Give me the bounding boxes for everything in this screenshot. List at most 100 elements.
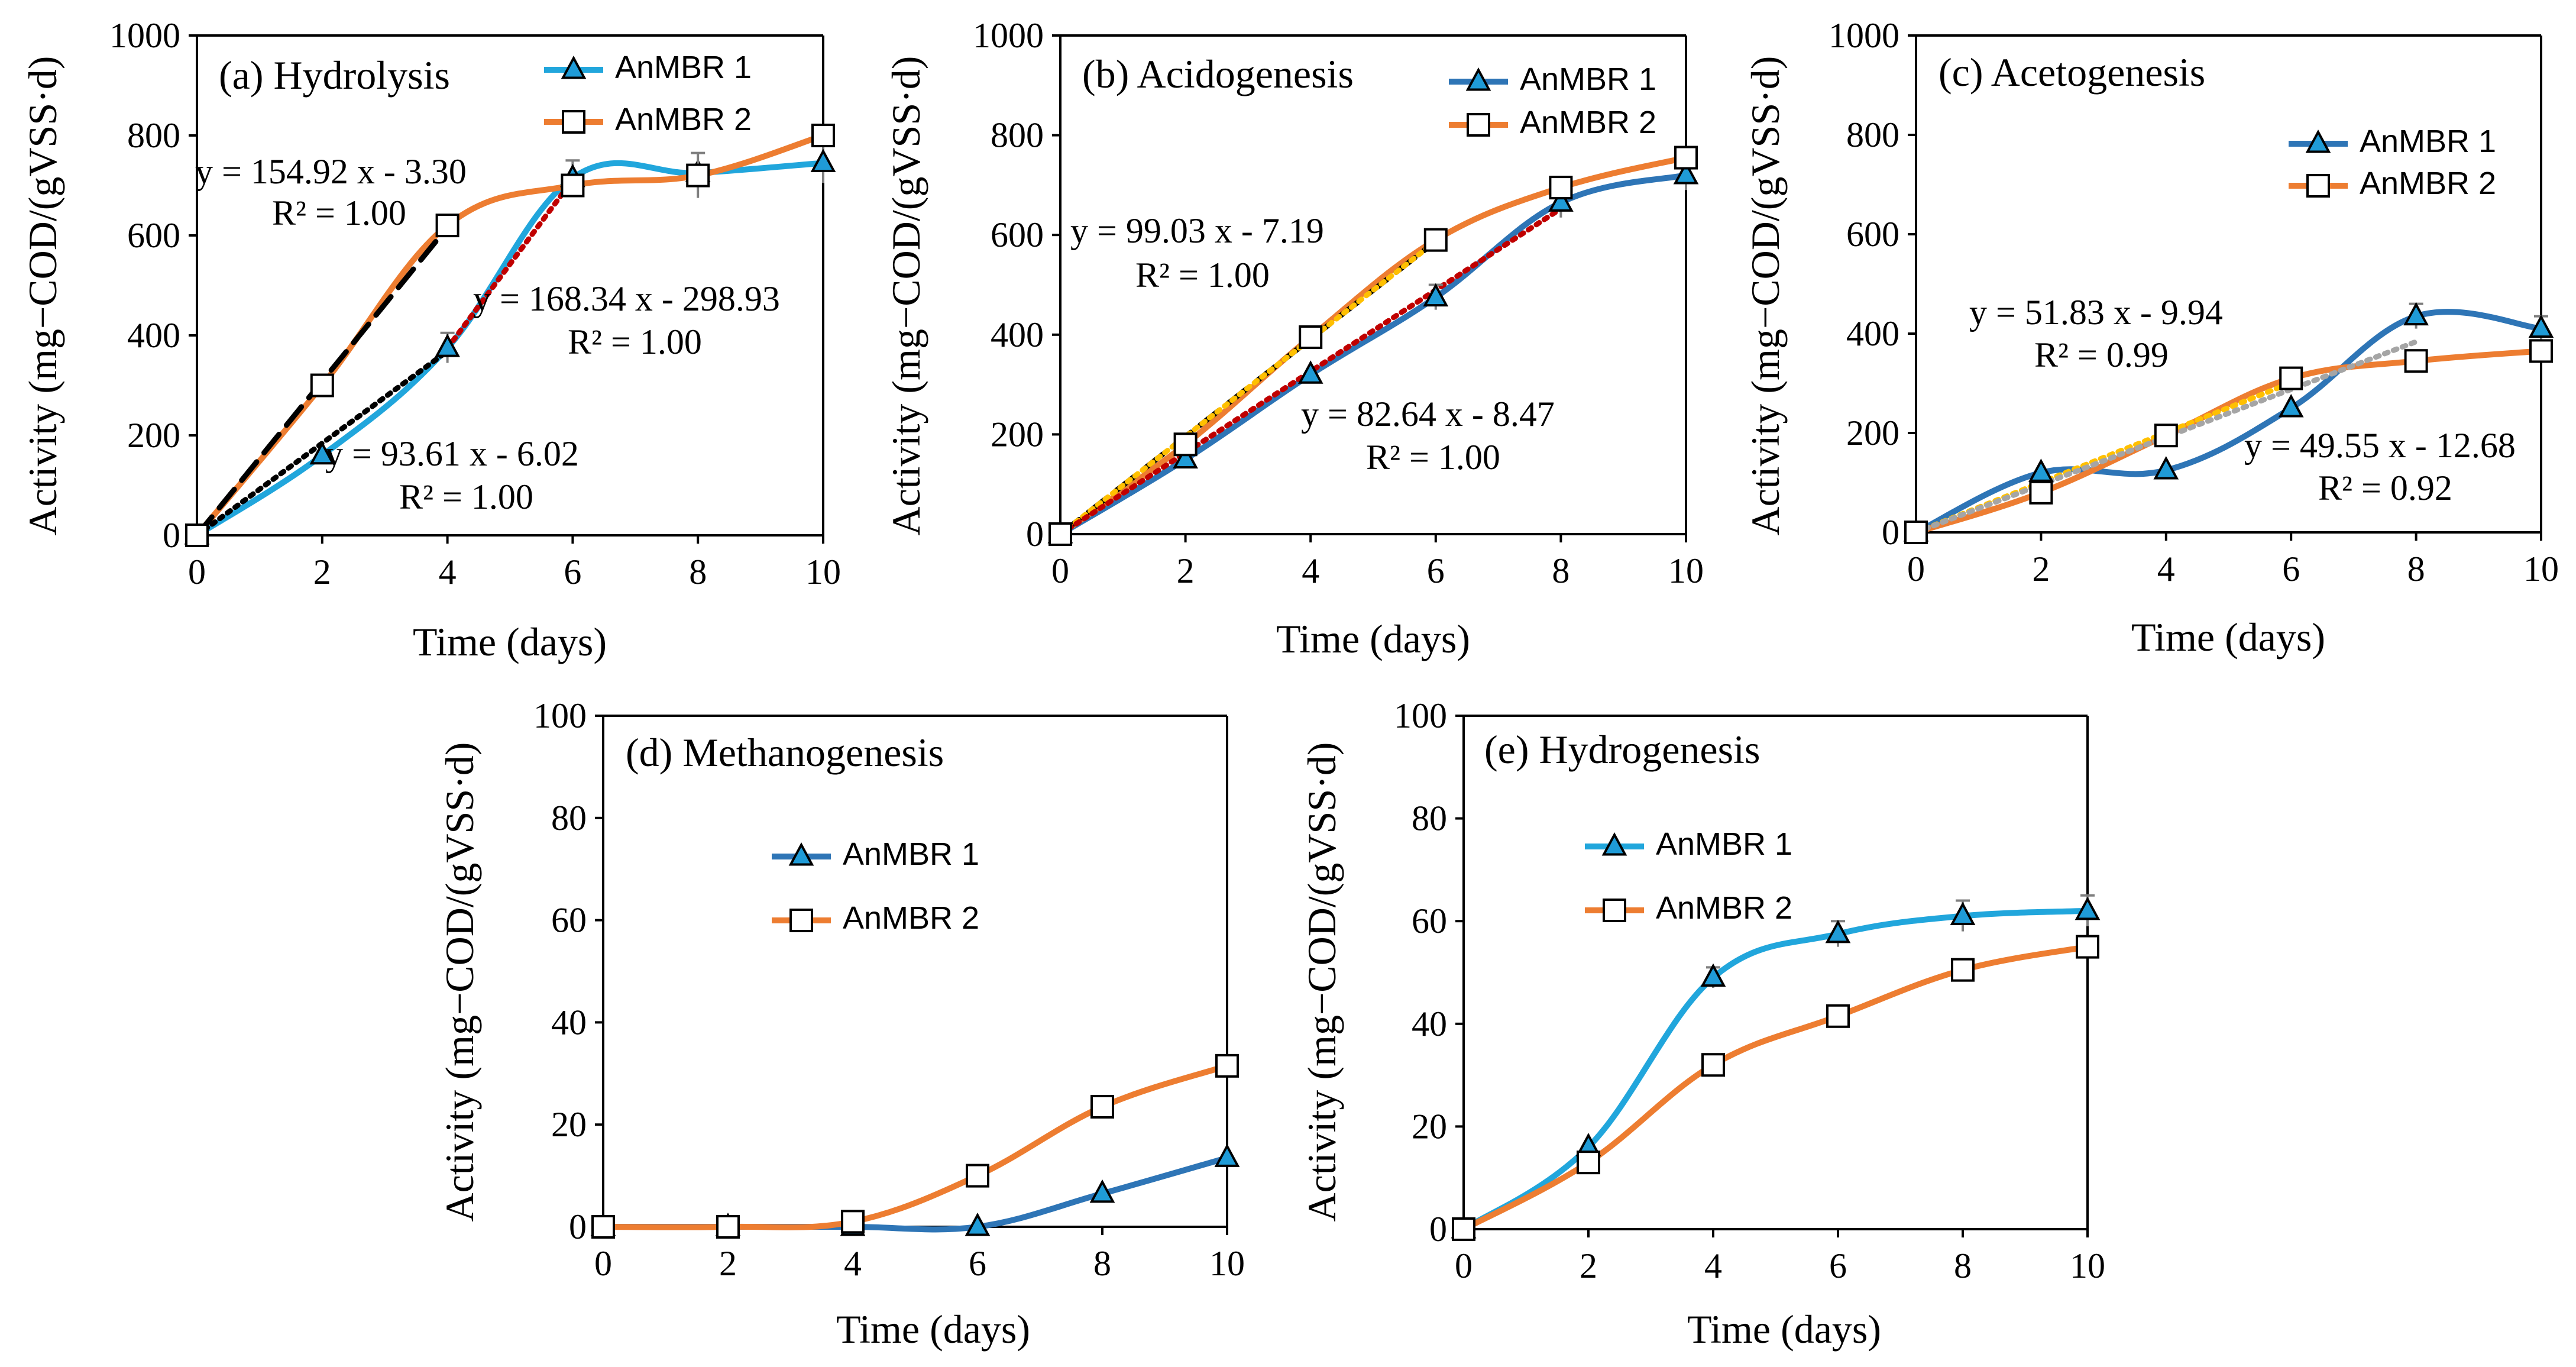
legend-swatches [1449,67,1508,137]
x-tick-label: 6 [1829,1246,1847,1285]
panel-d-xlabel: Time (days) [836,1307,1030,1352]
y-tick-label: 400 [1846,314,1899,353]
legend-label-anmbr1: AnMBR 1 [615,50,752,85]
data-point-anmbr2 [2404,349,2428,373]
y-tick-label: 800 [991,116,1044,155]
panel-a-r2-1: R² = 1.00 [272,193,406,232]
legend-label-anmbr1: AnMBR 1 [1520,62,1656,97]
panel-acetogenesis: 0 2 4 6 8 10 0 200 400 600 800 1000 Activity (mg−CO… [1743,16,2559,660]
data-point-anmbr1 [1297,360,1323,384]
x-tick-label: 4 [439,552,457,592]
data-point-anmbr1 [2153,455,2179,480]
data-point-anmbr1 [2028,458,2054,482]
legend-marker-anmbr2 [1603,899,1626,922]
legend-marker-anmbr2 [2306,174,2330,198]
legend-marker-anmbr1 [1465,67,1491,91]
x-tick-label: 6 [564,552,581,592]
data-point-anmbr2 [1549,176,1573,200]
data-point-anmbr1 [1089,1179,1115,1203]
panel-a-title: (a) Hydrolysis [219,53,450,98]
data-point-anmbr2 [435,214,459,238]
x-tick-label: 0 [188,552,206,592]
y-tick-label: 200 [127,416,180,455]
data-point-anmbr1 [1950,901,1976,926]
legend-label-anmbr2: AnMBR 2 [1656,890,1792,926]
x-tick-label: 8 [1093,1244,1111,1283]
x-tick-label: 6 [969,1244,986,1283]
panel-e-legend: AnMBR 1 AnMBR 2 [1656,826,1792,926]
legend-label-anmbr1: AnMBR 1 [1656,826,1792,862]
data-point-anmbr2 [1423,228,1448,252]
data-point-anmbr2 [2029,480,2053,505]
panel-c-eq-1: y = 51.83 x - 9.94 [1969,293,2223,332]
panel-e-title: (e) Hydrogenesis [1484,727,1760,772]
data-point-anmbr2 [1299,325,1323,350]
x-tick-label: 4 [844,1244,862,1283]
x-tick-label: 4 [1302,551,1319,590]
panel-d-ylabel: Activity (mg−COD/(gVSS·d) [437,742,482,1222]
x-tick-label: 8 [1954,1246,1972,1285]
data-point-anmbr1 [435,334,460,357]
panel-b-plot: 0 2 4 6 8 10 0 200 400 600 800 1000 [973,16,1704,590]
panel-e-xlabel: Time (days) [1687,1307,1881,1352]
panel-c-legend: AnMBR 1 AnMBR 2 [2360,124,2496,201]
data-point-anmbr2 [2076,935,2099,959]
data-point-anmbr2 [591,1215,615,1239]
legend-label-anmbr2: AnMBR 2 [1520,105,1656,140]
y-tick-label: 800 [127,116,180,155]
legend-label-anmbr1: AnMBR 1 [843,836,979,872]
data-point-anmbr2 [1674,146,1698,170]
y-tick-label: 40 [551,1003,587,1042]
panel-d-legend: AnMBR 1 AnMBR 2 [843,836,979,936]
panel-b-eq-1: y = 99.03 x - 7.19 [1070,211,1324,250]
data-point-anmbr2 [2279,366,2303,390]
legend-marker-anmbr1 [561,55,587,79]
legend-marker-anmbr2 [789,909,813,932]
x-tick-label: 0 [1051,551,1069,590]
data-point-anmbr1 [2528,314,2554,338]
x-tick-label: 2 [719,1244,737,1283]
panel-a-legend: AnMBR 1 AnMBR 2 [615,50,752,137]
y-tick-label: 0 [1882,513,1899,552]
y-tick-label: 600 [127,216,180,255]
panel-d-title: (d) Methanogenesis [626,730,944,775]
y-tick-label: 100 [1394,696,1447,735]
data-point-anmbr2 [841,1210,865,1234]
panel-b-xlabel: Time (days) [1276,616,1470,661]
x-tick-label: 10 [2523,550,2559,589]
data-point-anmbr1 [1700,963,1726,987]
panel-c-plot: 0 2 4 6 8 10 0 200 400 600 800 1000 [1829,16,2559,589]
series-line-anmbr2 [600,1062,1230,1230]
y-tick-label: 400 [127,316,180,355]
y-tick-label: 200 [1846,413,1899,453]
x-tick-label: 10 [1209,1244,1245,1283]
x-tick-label: 8 [2407,550,2425,589]
legend-marker-anmbr1 [788,842,814,866]
x-tick-label: 0 [594,1244,612,1283]
panel-b-title: (b) Acidogenesis [1082,51,1354,96]
panel-hydrolysis: 0 2 4 6 8 10 0 200 400 600 800 1000 Activity (mg−CO… [20,16,841,664]
legend-label-anmbr2: AnMBR 2 [2360,166,2496,201]
data-point-anmbr1 [1548,188,1574,212]
legend-marker-anmbr2 [1467,113,1490,137]
panel-acidogenesis: 0 2 4 6 8 10 0 200 400 600 800 1000 Activity (mg−CO… [884,16,1704,661]
data-point-anmbr2 [561,173,585,198]
x-tick-label: 0 [1907,550,1925,589]
panel-a-r2-2: R² = 1.00 [568,322,702,361]
data-point-anmbr1 [2403,302,2429,326]
data-point-anmbr1 [965,1212,991,1236]
data-point-anmbr1 [810,148,836,172]
y-tick-label: 0 [1429,1210,1447,1249]
y-tick-label: 0 [569,1207,587,1246]
y-tick-label: 400 [991,315,1044,354]
data-point-anmbr1 [309,441,335,465]
x-tick-label: 10 [1668,551,1704,590]
x-tick-label: 8 [689,552,707,592]
x-tick-label: 0 [1455,1246,1473,1285]
legend-marker-anmbr1 [2305,129,2331,153]
data-point-anmbr1 [1825,919,1851,943]
